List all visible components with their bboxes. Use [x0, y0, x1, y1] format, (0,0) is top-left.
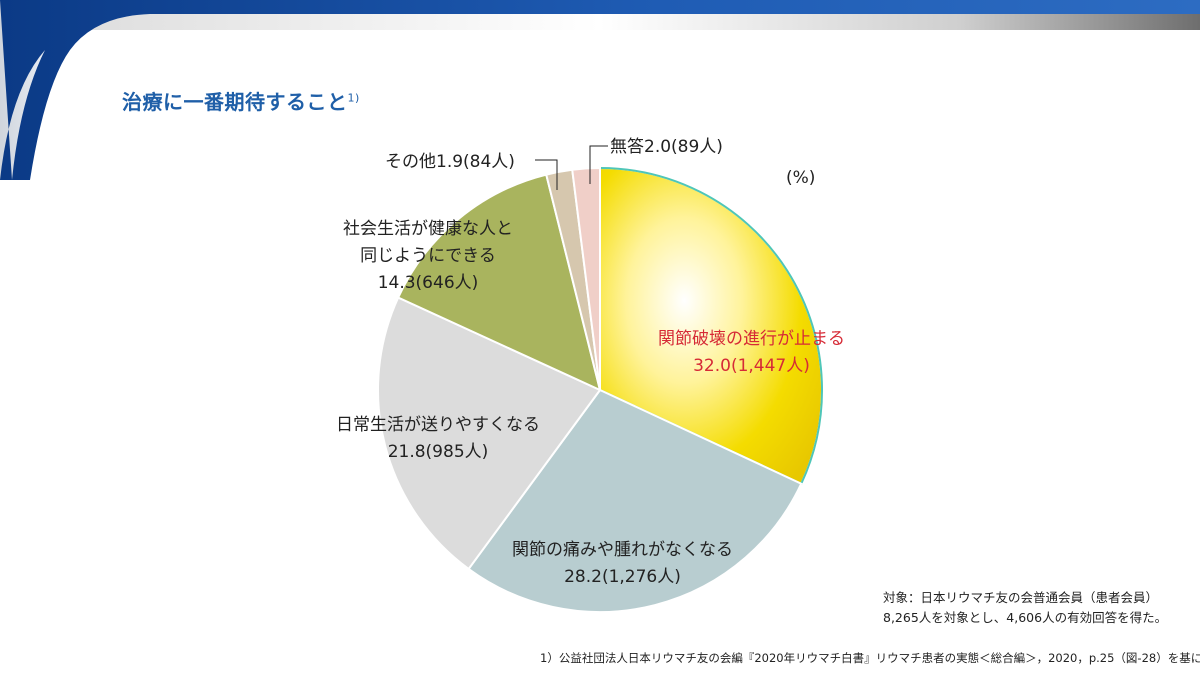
chart-title: 治療に一番期待すること1) [122, 90, 360, 114]
title-reference: 1) [347, 91, 360, 105]
slice-joint-destruction-outline [599, 166, 823, 486]
slice-no-answer [571, 166, 601, 391]
survey-note-line-1: 対象：日本リウマチ友の会普通会員（患者会員） [883, 590, 1159, 605]
data-label-pain-swelling: 関節の痛みや腫れがなくなる 28.2(1,276人) [512, 540, 733, 587]
data-label-social-life: 社会生活が健康な人と 同じようにできる 14.3(646人) [343, 219, 513, 293]
unit-label: (%) [786, 168, 816, 188]
header-banner [0, 0, 1200, 180]
slice-pain-swelling [467, 388, 803, 613]
leader-line-no-answer [589, 145, 608, 184]
data-label-daily-life: 日常生活が送りやすくなる 21.8(985人) [336, 415, 540, 462]
slice-social-life [396, 173, 602, 392]
pie-chart [377, 166, 823, 613]
data-label-joint-destruction: 関節破壊の進行が止まる 32.0(1,447人) [658, 329, 845, 376]
leader-lines [535, 145, 608, 190]
data-label-other: その他1.9(84人) [385, 152, 515, 172]
source-footnote: 1）公益社団法人日本リウマチ友の会編『2020年リウマチ白書』リウマチ患者の実態… [540, 651, 1200, 665]
data-label-no-answer: 無答2.0(89人) [610, 137, 723, 157]
survey-note-line-2: 8,265人を対象とし、4,606人の有効回答を得た。 [883, 610, 1168, 625]
survey-note: 対象：日本リウマチ友の会普通会員（患者会員） 8,265人を対象とし、4,606… [883, 588, 1167, 628]
leader-line-other [535, 159, 558, 190]
